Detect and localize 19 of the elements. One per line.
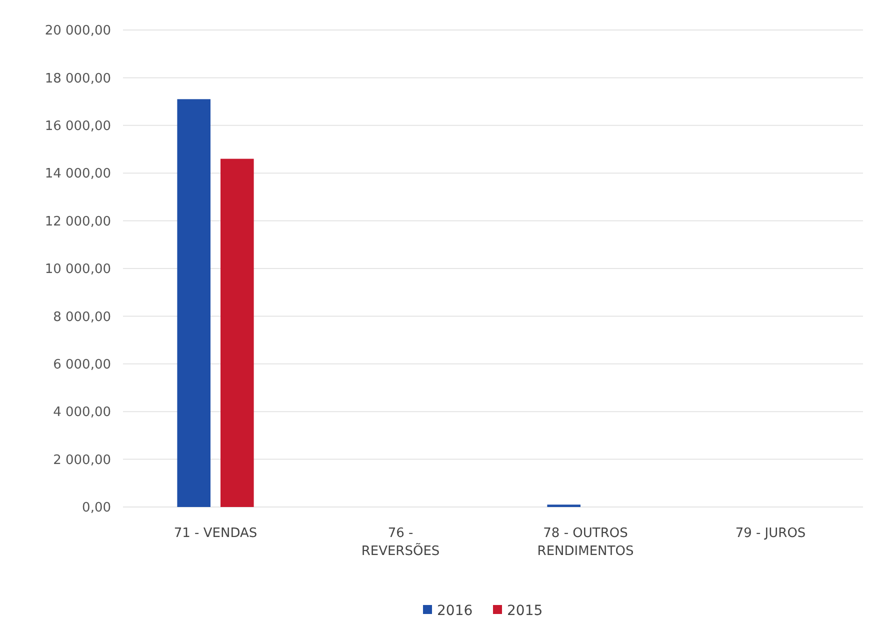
y-tick-label: 4 000,00 [53, 405, 111, 420]
x-tick-label: 79 - JUROS [735, 526, 806, 541]
y-tick-label: 20 000,00 [44, 24, 111, 39]
bar [177, 99, 210, 507]
y-tick-label: 0,00 [82, 500, 111, 516]
y-tick-label: 14 000,00 [44, 166, 111, 182]
y-tick-label: 6 000,00 [53, 357, 111, 372]
y-tick-label: 18 000,00 [44, 71, 111, 86]
bar [220, 158, 254, 507]
y-tick-label: 8 000,00 [53, 310, 111, 325]
x-tick-label: 78 - OUTROS RENDIMENTOS [537, 526, 634, 559]
y-tick-label: 16 000,00 [44, 118, 111, 134]
y-tick-label: 12 000,00 [44, 214, 111, 230]
y-tick-label: 10 000,00 [44, 262, 111, 278]
x-tick-label: 71 - VENDAS [174, 526, 258, 541]
legend-label: 2015 [507, 603, 543, 619]
x-tick-label: 76 - REVERSÕES [361, 526, 440, 559]
y-tick-label: 2 000,00 [53, 452, 111, 468]
legend-label: 2016 [437, 603, 473, 619]
